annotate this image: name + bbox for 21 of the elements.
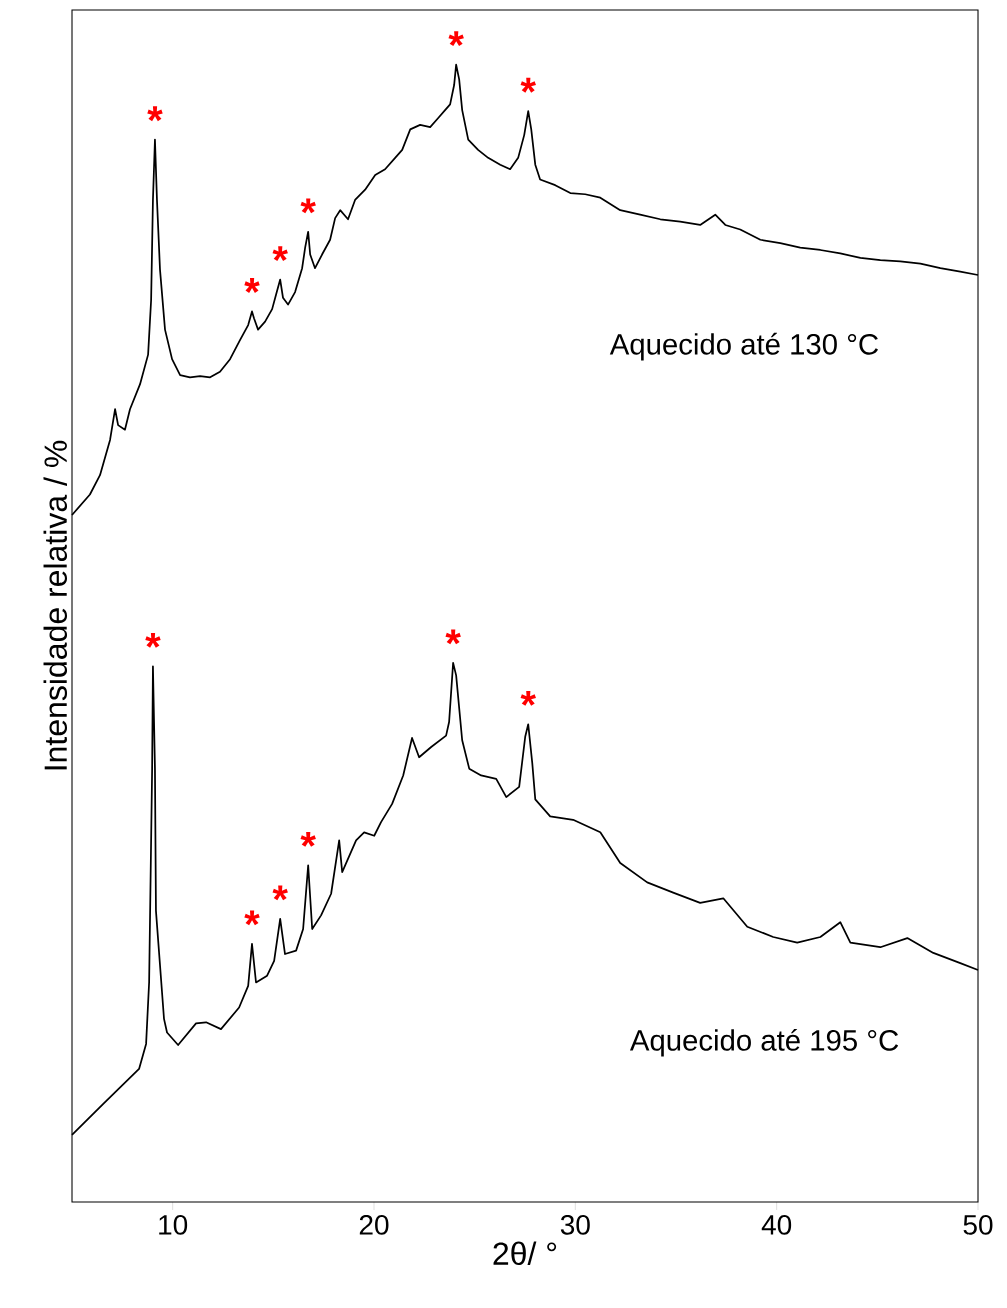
annotation: * xyxy=(520,690,536,706)
annotation: * xyxy=(300,831,316,847)
annotation: * xyxy=(244,910,260,926)
x-tick-label: 10 xyxy=(159,1214,188,1235)
text: Aquecido até 195 °C xyxy=(629,1028,899,1057)
annotation: * xyxy=(445,629,461,645)
x-tick-label: 30 xyxy=(560,1214,590,1235)
x-tick-label: 50 xyxy=(963,1214,993,1235)
annotation: * xyxy=(300,198,316,214)
annotation: * xyxy=(145,632,161,648)
x-tick-label: 20 xyxy=(359,1214,389,1235)
annotation: * xyxy=(244,278,260,293)
text: Aquecido até 130 °C xyxy=(609,332,878,361)
annotation: * xyxy=(147,106,163,122)
annotation: * xyxy=(272,885,288,901)
x-axis-title: 2θ/ ° xyxy=(493,1241,557,1266)
annotation: * xyxy=(272,246,288,262)
annotation: * xyxy=(520,77,536,93)
y-axis-title: Intensidade relativa / % xyxy=(43,440,68,770)
x-tick-label: 40 xyxy=(761,1214,792,1235)
annotation: * xyxy=(448,31,464,47)
